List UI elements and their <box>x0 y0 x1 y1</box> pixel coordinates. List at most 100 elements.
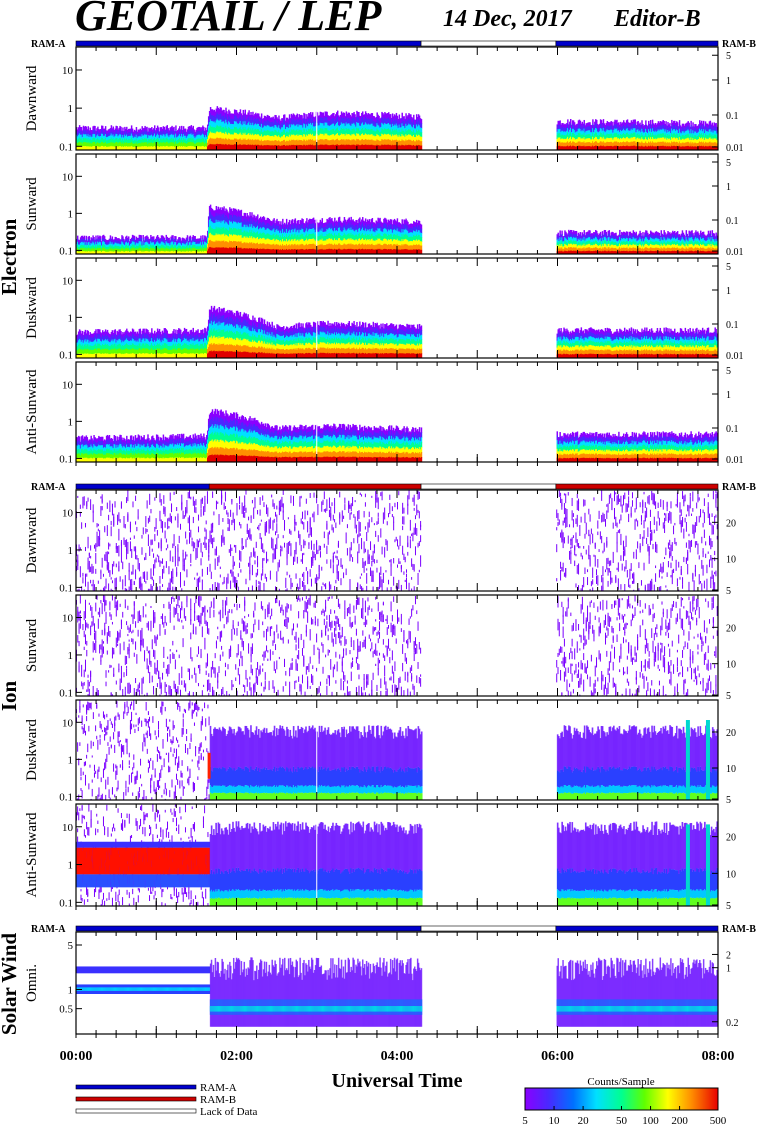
heatmap-cell <box>384 122 386 129</box>
heatmap-cell <box>140 250 142 254</box>
heatmap-cell <box>319 128 322 135</box>
heatmap-cell <box>256 216 258 223</box>
heatmap-cell <box>194 137 196 142</box>
heatmap-cell <box>625 124 628 130</box>
heatmap-cell <box>109 244 112 249</box>
heatmap-cell <box>339 114 342 121</box>
heatmap-cell <box>180 129 183 135</box>
heatmap-cell <box>370 139 373 146</box>
heatmap-cell <box>120 251 122 254</box>
heatmap-cell <box>646 128 648 133</box>
heatmap-cell <box>254 124 256 130</box>
heatmap-cell <box>321 128 324 135</box>
heatmap-cell <box>205 146 207 150</box>
heatmap-cell <box>692 122 694 127</box>
heatmap-cell <box>405 144 407 150</box>
heatmap-cell <box>157 127 160 132</box>
heatmap-cell <box>703 136 706 141</box>
heatmap-cell <box>577 141 580 147</box>
heatmap-cell <box>115 137 117 143</box>
heatmap-cell <box>684 123 687 129</box>
heatmap-cell <box>129 135 132 140</box>
heatmap-cell <box>375 131 377 137</box>
heatmap-cell <box>584 128 586 133</box>
heatmap-cell <box>214 122 217 129</box>
heatmap-cell <box>276 126 278 132</box>
heatmap-cell <box>166 125 168 130</box>
heatmap-cell <box>313 145 316 150</box>
heatmap-cell <box>410 129 412 136</box>
heatmap-cell <box>347 144 350 150</box>
heatmap-cell <box>292 144 295 150</box>
heatmap-cell <box>560 139 562 144</box>
heatmap-cell <box>695 142 697 147</box>
heatmap-cell <box>121 134 123 138</box>
heatmap-cell <box>195 133 197 138</box>
heatmap-cell <box>247 112 249 119</box>
heatmap-cell <box>238 216 241 224</box>
heatmap-cell <box>90 129 92 134</box>
heatmap-cell <box>121 244 123 249</box>
heatmap-cell <box>143 251 145 254</box>
heatmap-cell <box>179 126 181 131</box>
heatmap-cell <box>255 118 257 124</box>
heatmap-cell <box>665 141 667 147</box>
heatmap-cell <box>339 119 342 126</box>
heatmap-cell <box>126 138 128 143</box>
heatmap-cell <box>76 143 79 148</box>
heatmap-cell <box>392 145 395 150</box>
heatmap-cell <box>198 241 200 245</box>
heatmap-cell <box>607 130 610 135</box>
heatmap-cell <box>78 244 81 248</box>
heatmap-cell <box>322 123 324 130</box>
heatmap-cell <box>82 248 85 252</box>
heatmap-cell <box>178 240 180 244</box>
heatmap-cell <box>352 134 354 141</box>
heatmap-cell <box>245 119 247 126</box>
heatmap-cell <box>342 144 345 150</box>
heatmap-cell <box>712 128 715 133</box>
heatmap-cell <box>297 135 299 142</box>
heatmap-cell <box>122 146 124 150</box>
heatmap-cell <box>208 144 211 150</box>
heatmap-cell <box>181 139 184 144</box>
heatmap-cell <box>190 141 193 147</box>
heatmap-cell <box>694 142 696 147</box>
heatmap-cell <box>390 122 393 128</box>
heatmap-cell <box>182 146 185 150</box>
heatmap-cell <box>197 251 199 254</box>
heatmap-cell <box>81 133 84 138</box>
heatmap-cell <box>690 137 692 143</box>
heatmap-cell <box>191 239 194 244</box>
heatmap-cell <box>279 141 281 147</box>
heatmap-cell <box>264 140 267 146</box>
heatmap-cell <box>387 128 389 135</box>
heatmap-cell <box>252 111 254 118</box>
heatmap-cell <box>138 238 141 242</box>
heatmap-cell <box>221 133 223 140</box>
heatmap-cell <box>227 241 229 249</box>
heatmap-cell <box>317 120 320 127</box>
heatmap-cell <box>264 130 267 136</box>
heatmap-cell <box>611 129 613 135</box>
heatmap-cell <box>149 246 151 250</box>
heatmap-cell <box>258 224 260 230</box>
heatmap-cell <box>204 137 206 141</box>
heatmap-cell <box>156 244 159 249</box>
heatmap-cell <box>272 116 274 122</box>
heatmap-cell <box>116 246 118 250</box>
heatmap-cell <box>92 146 94 150</box>
heatmap-cell <box>231 113 233 120</box>
heatmap-cell <box>694 146 696 150</box>
heatmap-cell <box>222 121 224 128</box>
heatmap-cell <box>365 118 368 125</box>
heatmap-cell <box>343 112 346 119</box>
heatmap-cell <box>630 137 633 142</box>
heatmap-cell <box>366 129 369 136</box>
heatmap-cell <box>329 121 331 127</box>
heatmap-cell <box>184 246 187 250</box>
heatmap-cell <box>229 213 231 222</box>
heatmap-cell <box>243 123 246 130</box>
heatmap-cell <box>245 243 247 250</box>
heatmap-cell <box>116 142 118 147</box>
